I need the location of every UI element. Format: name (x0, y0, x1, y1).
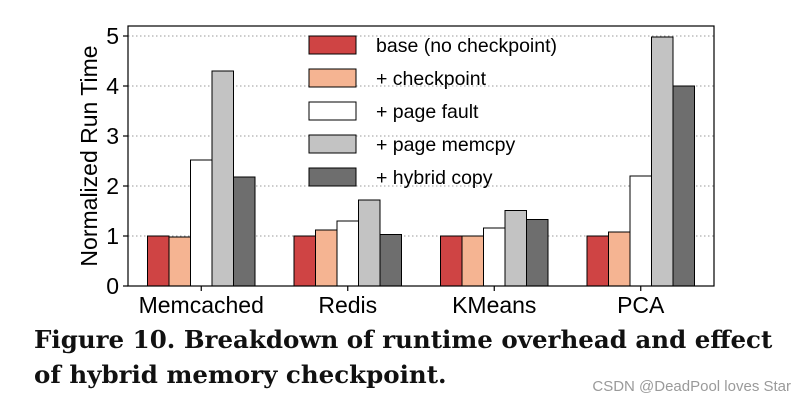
x-tick-label: Redis (318, 292, 377, 318)
watermark: CSDN @DeadPool loves Star (592, 378, 791, 395)
bar (608, 231, 631, 287)
y-tick-label: 3 (106, 123, 119, 149)
y-axis-ticks: 0 1 2 3 4 5 (106, 23, 128, 299)
bar-chart: 0 1 2 3 4 5 Memcached Redis KMeans PCA Normalize… (76, 23, 715, 318)
bar-groups (147, 36, 695, 287)
y-tick-label: 4 (106, 73, 119, 99)
bar (440, 235, 463, 287)
bar (147, 235, 170, 287)
legend-swatch (308, 101, 357, 121)
legend-label: + checkpoint (376, 68, 487, 90)
bar (293, 235, 316, 287)
legend-label: + hybrid copy (376, 167, 493, 189)
x-tick-label: PCA (617, 292, 665, 318)
bar (233, 176, 256, 287)
bar (629, 175, 652, 287)
x-axis-ticks: Memcached Redis KMeans PCA (139, 286, 665, 318)
legend-swatch (308, 35, 357, 55)
figure-caption: Figure 10. Breakdown of runtime overhead… (34, 325, 773, 389)
bar (672, 85, 695, 287)
legend-label: + page fault (376, 101, 479, 123)
bar (461, 235, 484, 287)
y-tick-label: 2 (106, 173, 119, 199)
bar (526, 219, 549, 287)
legend-swatch (308, 68, 357, 88)
bar (168, 236, 191, 287)
bar (358, 199, 381, 287)
bar (586, 235, 609, 287)
y-tick-label: 1 (106, 223, 119, 249)
bar (483, 227, 506, 287)
legend-label: base (no checkpoint) (376, 35, 557, 57)
legend-swatch (308, 167, 357, 187)
bar (336, 220, 359, 287)
x-tick-label: Memcached (139, 292, 264, 318)
bar (315, 229, 338, 287)
plot-frame (127, 25, 715, 287)
legend-label: + page memcpy (376, 134, 516, 156)
y-tick-label: 5 (106, 23, 119, 49)
bar (379, 234, 402, 287)
x-tick-label: KMeans (452, 292, 536, 318)
legend: base (no checkpoint) + checkpoint + page f… (308, 35, 557, 189)
y-tick-label: 0 (106, 273, 119, 299)
y-axis-label: Normalized Run Time (76, 45, 102, 266)
bar (211, 70, 234, 287)
legend-swatch (308, 134, 357, 154)
bar (651, 36, 674, 287)
bar (504, 210, 527, 287)
bar (190, 159, 213, 287)
